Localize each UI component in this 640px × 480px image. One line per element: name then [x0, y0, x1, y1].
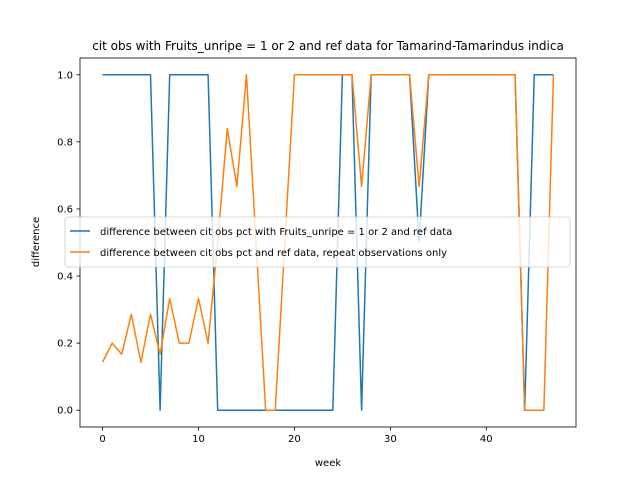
x-tick-label: 30 [384, 434, 397, 445]
y-tick-label: 0.6 [57, 204, 73, 215]
axis-ticks: 0 10 20 30 40 0.0 0.2 0.4 0.6 0.8 1.0 [57, 70, 493, 445]
y-axis-label: difference [31, 217, 42, 267]
y-tick-label: 0.2 [57, 339, 73, 350]
series-line-2 [101, 74, 555, 411]
legend-box [64, 216, 571, 268]
x-tick-label: 20 [288, 434, 301, 445]
legend: difference between cit obs pct with Frui… [64, 216, 571, 268]
x-axis-label: week [315, 458, 341, 469]
y-tick-label: 0.4 [57, 272, 73, 283]
x-tick-label: 40 [480, 434, 493, 445]
chart-title: cit obs with Fruits_unripe = 1 or 2 and … [92, 39, 564, 53]
legend-label-2: difference between cit obs pct and ref d… [100, 248, 447, 259]
x-tick-label: 0 [99, 434, 105, 445]
legend-label-1: difference between cit obs pct with Frui… [100, 227, 452, 238]
y-tick-label: 0.8 [57, 137, 73, 148]
y-tick-label: 0.0 [57, 406, 73, 417]
y-tick-label: 1.0 [57, 70, 73, 81]
plot-area [101, 74, 555, 411]
x-tick-label: 10 [192, 434, 205, 445]
